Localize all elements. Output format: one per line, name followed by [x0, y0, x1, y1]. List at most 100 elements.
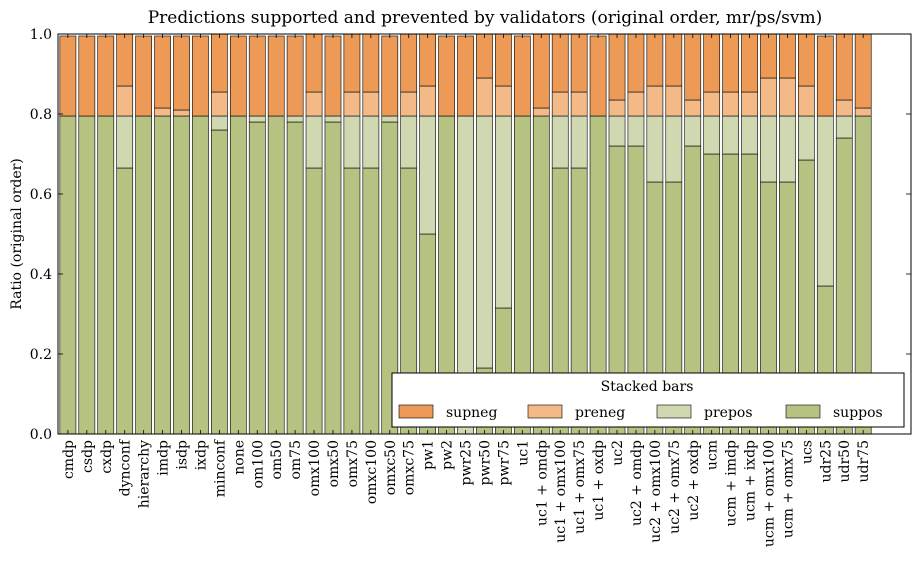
x-tick-label: ucm + ixdp	[743, 440, 759, 521]
bar-segment-preneg	[722, 91, 739, 117]
x-tick-label: ucm + imdp	[724, 440, 740, 526]
bar-segment-prepos	[400, 115, 418, 169]
bar-segment-supneg	[135, 35, 152, 117]
bar-segment-suppos	[305, 167, 323, 435]
bar-segment-suppos	[362, 167, 380, 435]
bar-segment-supneg	[229, 35, 247, 117]
x-tick-label: uc1	[515, 440, 531, 466]
bar-segment-supneg	[476, 33, 493, 79]
bar-segment-suppos	[154, 115, 171, 435]
x-axis: cmdp csdp cxdp dynconf hierarchy imdp isdp ixdp…	[61, 34, 872, 547]
x-tick-label: omxc75	[402, 440, 418, 495]
bar-segment-supneg	[646, 33, 664, 87]
bar-segment-supneg	[305, 33, 323, 93]
legend-label-suppos: suppos	[833, 405, 883, 421]
bar-segment-prepos	[551, 115, 569, 169]
x-tick-label: ucs	[799, 440, 815, 464]
bar-segment-suppos	[59, 115, 77, 435]
bar-segment-supneg	[97, 35, 115, 117]
bar-segment-suppos	[116, 167, 134, 435]
bar-segment-preneg	[835, 99, 853, 117]
bar-segment-preneg	[741, 91, 758, 117]
bar-segment-prepos	[646, 115, 664, 183]
y-tick-label: 0.2	[30, 347, 52, 363]
x-tick-label: dynconf	[118, 438, 134, 496]
bar-segment-supneg	[703, 33, 721, 93]
y-tick-label: 0.8	[30, 107, 52, 123]
bar-segment-suppos	[267, 115, 285, 435]
bar-segment-supneg	[684, 33, 702, 101]
x-tick-label: ixdp	[193, 440, 209, 470]
x-tick-label: udr50	[837, 440, 853, 483]
x-tick-label: udr75	[856, 440, 872, 483]
bar-segment-suppos	[229, 115, 247, 435]
x-tick-label: pw2	[440, 440, 456, 470]
bar-segment-preneg	[532, 107, 550, 117]
x-tick-label: hierarchy	[137, 440, 153, 508]
bar-segment-suppos	[97, 115, 115, 435]
bar-segment-supneg	[608, 33, 626, 101]
x-tick-label: om75	[288, 440, 304, 480]
bar-segment-supneg	[59, 35, 77, 117]
x-tick-label: cxdp	[99, 440, 115, 474]
bar-segment-prepos	[835, 115, 853, 139]
bar-segment-supneg	[798, 33, 815, 87]
plot-frame	[57, 33, 912, 435]
bar-segment-supneg	[381, 35, 399, 117]
y-tick-label: 0.4	[30, 267, 52, 283]
bar-segment-supneg	[741, 33, 758, 93]
bar-segment-prepos	[684, 115, 702, 147]
bar-segment-preneg	[665, 85, 683, 117]
x-tick-label: uc2 + omdp	[629, 440, 645, 526]
x-tick-label: omx100	[307, 440, 323, 496]
x-tick-label: uc2 + oxdp	[686, 440, 702, 521]
bar-segment-supneg	[532, 33, 550, 109]
x-tick-label: uc1 + omdp	[534, 440, 550, 526]
x-tick-label: minconf	[212, 438, 228, 497]
x-tick-label: pwr25	[459, 440, 475, 485]
x-tick-label: ucm + omx75	[780, 440, 796, 538]
bar-segment-suppos	[248, 121, 266, 435]
bar-segment-prepos	[495, 115, 512, 309]
x-tick-label: cmdp	[61, 440, 77, 479]
bar-segment-supneg	[495, 33, 512, 87]
bar-segment-prepos	[419, 115, 437, 235]
bar-segment-supneg	[286, 35, 304, 117]
bar-segment-supneg	[570, 33, 588, 93]
x-tick-label: pwr50	[477, 440, 493, 485]
legend-items: supneg preneg prepos suppos	[398, 404, 883, 421]
x-tick-label: uc2 + omx75	[667, 440, 683, 534]
x-tick-label: uc1 + omx100	[553, 440, 569, 543]
bar-segment-suppos	[324, 121, 342, 435]
legend-label-prepos: prepos	[704, 405, 753, 421]
bar-segment-suppos	[192, 115, 209, 435]
bar-segment-preneg	[798, 85, 815, 117]
bar-segment-supneg	[551, 33, 569, 93]
bar-segment-preneg	[854, 107, 872, 117]
bar-segment-preneg	[627, 91, 645, 117]
bar-segment-supneg	[78, 35, 96, 117]
bar-segment-prepos	[816, 115, 834, 287]
bar-segment-preneg	[154, 107, 171, 117]
x-tick-label: omx75	[345, 440, 361, 487]
x-tick-label: omx50	[326, 440, 342, 487]
bar-segment-suppos	[343, 167, 361, 435]
bar-segment-prepos	[741, 115, 758, 155]
x-tick-label: ucm + omx100	[761, 440, 777, 547]
bar-segment-supneg	[362, 33, 380, 93]
bar-segment-preneg	[211, 91, 228, 117]
x-tick-label: pw1	[421, 440, 437, 470]
legend-title: Stacked bars	[601, 379, 694, 395]
chart-title: Predictions supported and prevented by v…	[148, 8, 823, 28]
bar-segment-preneg	[760, 77, 777, 117]
bar-segment-supneg	[457, 35, 474, 117]
bar-segment-prepos	[760, 115, 777, 183]
bar-segment-supneg	[760, 33, 777, 79]
y-tick-label: 1.0	[30, 27, 52, 43]
x-tick-label: pwr75	[496, 440, 512, 485]
x-tick-label: omxc100	[364, 440, 380, 504]
bar-segment-prepos	[381, 115, 399, 123]
bar-segment-prepos	[703, 115, 721, 155]
x-tick-label: om100	[250, 440, 266, 488]
